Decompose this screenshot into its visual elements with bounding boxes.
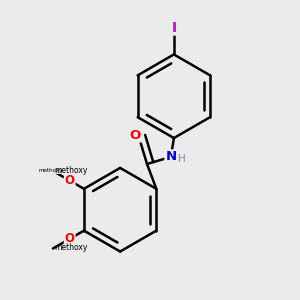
Text: O: O	[65, 232, 75, 245]
Text: O: O	[130, 129, 141, 142]
Text: I: I	[171, 21, 176, 34]
Text: N: N	[165, 150, 176, 164]
Text: methoxy: methoxy	[54, 243, 88, 252]
Text: H: H	[178, 154, 186, 164]
Text: O: O	[65, 174, 75, 187]
Text: methoxy: methoxy	[38, 168, 63, 173]
Text: methoxy: methoxy	[54, 166, 88, 175]
